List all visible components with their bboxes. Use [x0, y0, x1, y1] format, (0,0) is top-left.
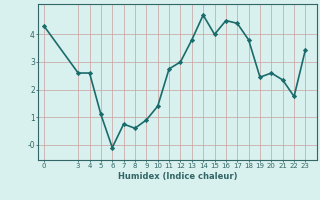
X-axis label: Humidex (Indice chaleur): Humidex (Indice chaleur): [118, 172, 237, 181]
